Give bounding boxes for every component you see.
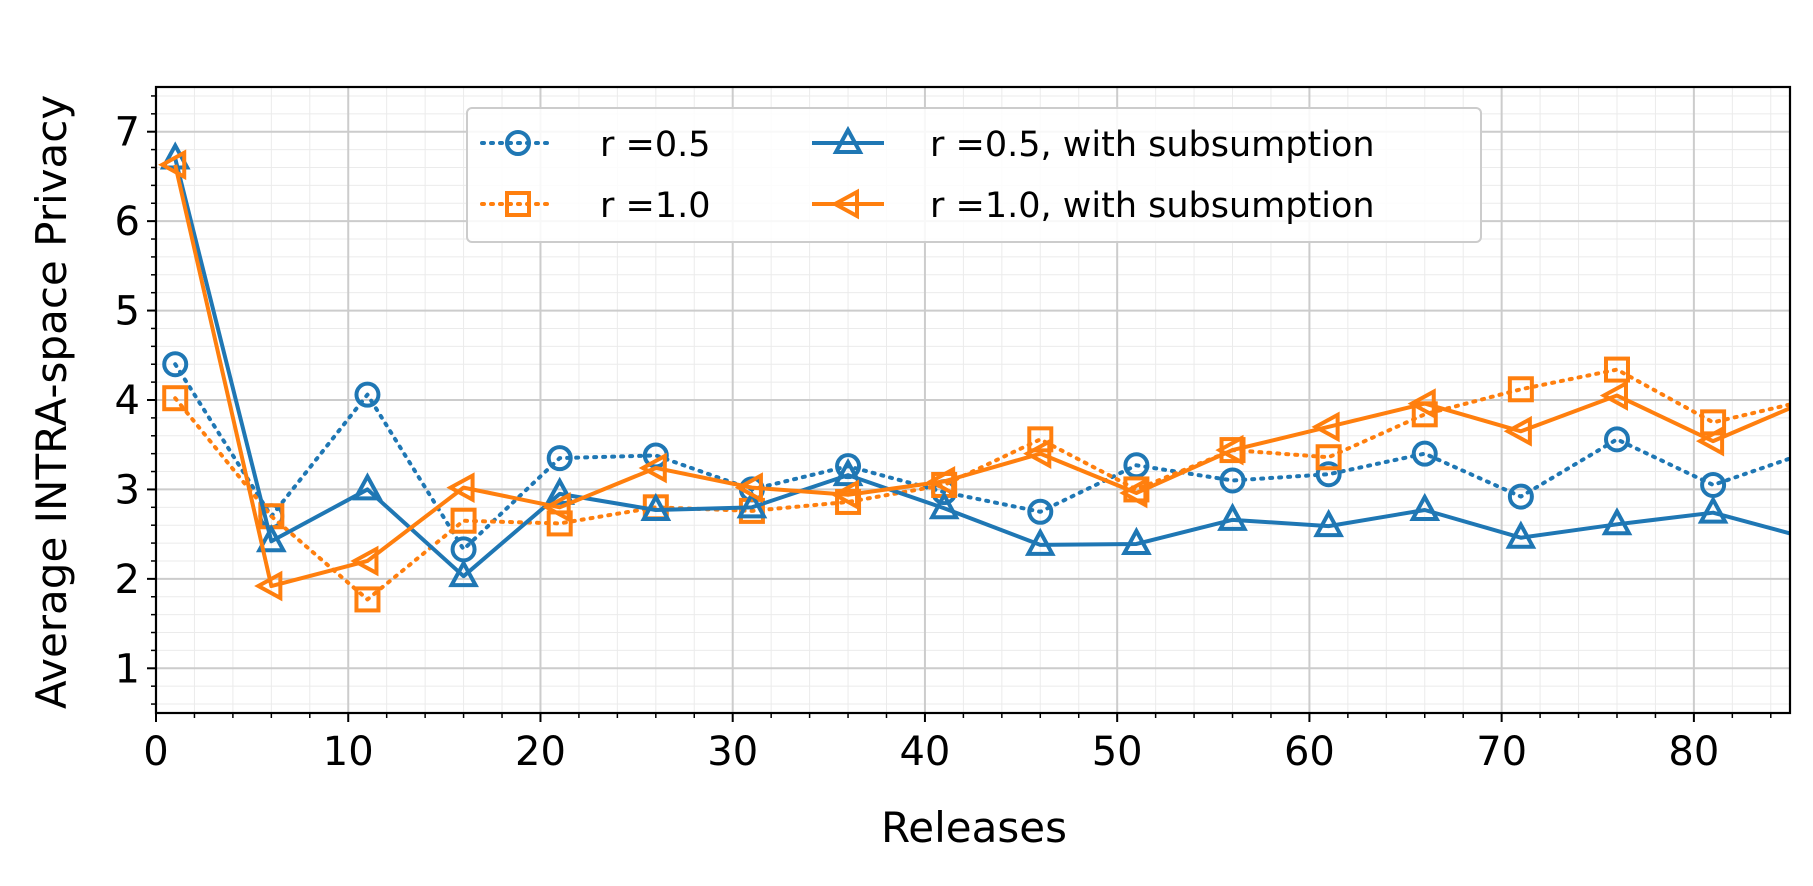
data-point: [1313, 508, 1345, 538]
data-point: [1603, 426, 1630, 453]
data-point: [1219, 467, 1246, 494]
data-point: [1315, 444, 1342, 471]
y-tick-label: 5: [115, 289, 140, 335]
legend-item-1: r =1.0: [480, 186, 711, 226]
data-point: [1503, 415, 1532, 447]
legend-item-2: r =0.5, with subsumption: [812, 125, 1375, 165]
plot-frame: [154, 85, 1792, 715]
data-point: [450, 507, 477, 534]
y-tick-label: 2: [115, 557, 140, 603]
data-point: [1695, 425, 1725, 457]
legend-item-0: r =0.5: [480, 125, 711, 165]
series-2: [159, 141, 1790, 588]
data-point: [1121, 526, 1152, 555]
data-point: [638, 452, 667, 484]
data-point: [162, 351, 189, 378]
data-point: [254, 570, 283, 602]
y-axis-label: Average INTRA-space Privacy: [27, 95, 76, 709]
data-point: [734, 472, 763, 504]
data-point: [1507, 483, 1534, 510]
series-line: [173, 367, 1790, 602]
data-point: [1024, 527, 1056, 556]
data-point: [1215, 434, 1244, 466]
data-point: [1315, 461, 1342, 488]
x-tick-label: 0: [143, 729, 168, 775]
series-line: [173, 158, 1790, 579]
legend-marker: [832, 125, 864, 154]
legend-item-3: r =1.0, with subsumption: [812, 186, 1375, 226]
legend-label: r =0.5, with subsumption: [930, 125, 1375, 165]
data-point: [1697, 495, 1729, 524]
data-point: [162, 385, 189, 412]
y-tick-label: 4: [115, 378, 140, 424]
data-point: [352, 472, 383, 501]
data-point: [1023, 438, 1052, 470]
data-point: [158, 149, 187, 181]
data-point: [1027, 498, 1054, 525]
y-tick-label: 3: [115, 467, 140, 513]
data-point: [1599, 380, 1628, 411]
series-layer: [158, 141, 1790, 613]
series-line: [173, 362, 1790, 552]
x-axis-label: Releases: [881, 803, 1067, 852]
data-point: [448, 558, 479, 588]
data-point: [1601, 507, 1633, 536]
data-point: [255, 524, 287, 553]
x-tick-label: 60: [1284, 729, 1335, 775]
data-point: [1407, 388, 1436, 419]
data-point: [354, 586, 381, 613]
legend-marker: [830, 188, 859, 220]
data-point: [736, 490, 768, 519]
data-point: [1409, 492, 1441, 521]
data-point: [1123, 452, 1150, 479]
data-point: [544, 476, 576, 505]
data-point: [640, 492, 672, 521]
x-tick-label: 20: [515, 729, 566, 775]
legend-label: r =1.0: [600, 186, 711, 226]
series-3: [158, 149, 1790, 602]
data-point: [350, 545, 379, 577]
x-tick-label: 10: [323, 729, 374, 775]
data-point: [542, 491, 571, 523]
data-point: [1603, 356, 1630, 383]
x-tick-label: 30: [707, 729, 758, 775]
legend: r =0.5 r =1.0 r =0.5, with subsumption r =1…: [466, 107, 1482, 243]
y-tick-label: 6: [115, 199, 140, 245]
legend-marker: [505, 191, 531, 217]
data-point: [546, 445, 573, 472]
data-point: [832, 457, 864, 487]
legend-label: r =1.0, with subsumption: [930, 186, 1375, 226]
legend-box: [466, 107, 1482, 243]
data-point: [1505, 520, 1537, 549]
x-tick-label: 40: [899, 729, 950, 775]
data-point: [926, 466, 956, 497]
axes: 0 10 20 30 40 50 60 70 80 1 2 3 4 5 6 7: [115, 85, 1792, 775]
data-point: [354, 381, 381, 408]
data-point: [1119, 477, 1148, 509]
x-tick-label: 80: [1668, 729, 1719, 775]
data-point: [1507, 376, 1534, 403]
y-tick-label: 1: [115, 646, 140, 692]
x-tick-label: 70: [1476, 729, 1527, 775]
data-point: [830, 479, 860, 511]
x-tick-label: 50: [1092, 729, 1143, 775]
data-point: [1217, 502, 1248, 531]
legend-label: r =0.5: [600, 125, 711, 165]
legend-marker: [505, 130, 531, 156]
data-point: [1411, 440, 1438, 467]
data-point: [1311, 411, 1340, 443]
series-line: [173, 164, 1790, 589]
data-point: [928, 491, 960, 520]
y-tick-label: 7: [115, 110, 140, 156]
data-point: [446, 472, 475, 504]
